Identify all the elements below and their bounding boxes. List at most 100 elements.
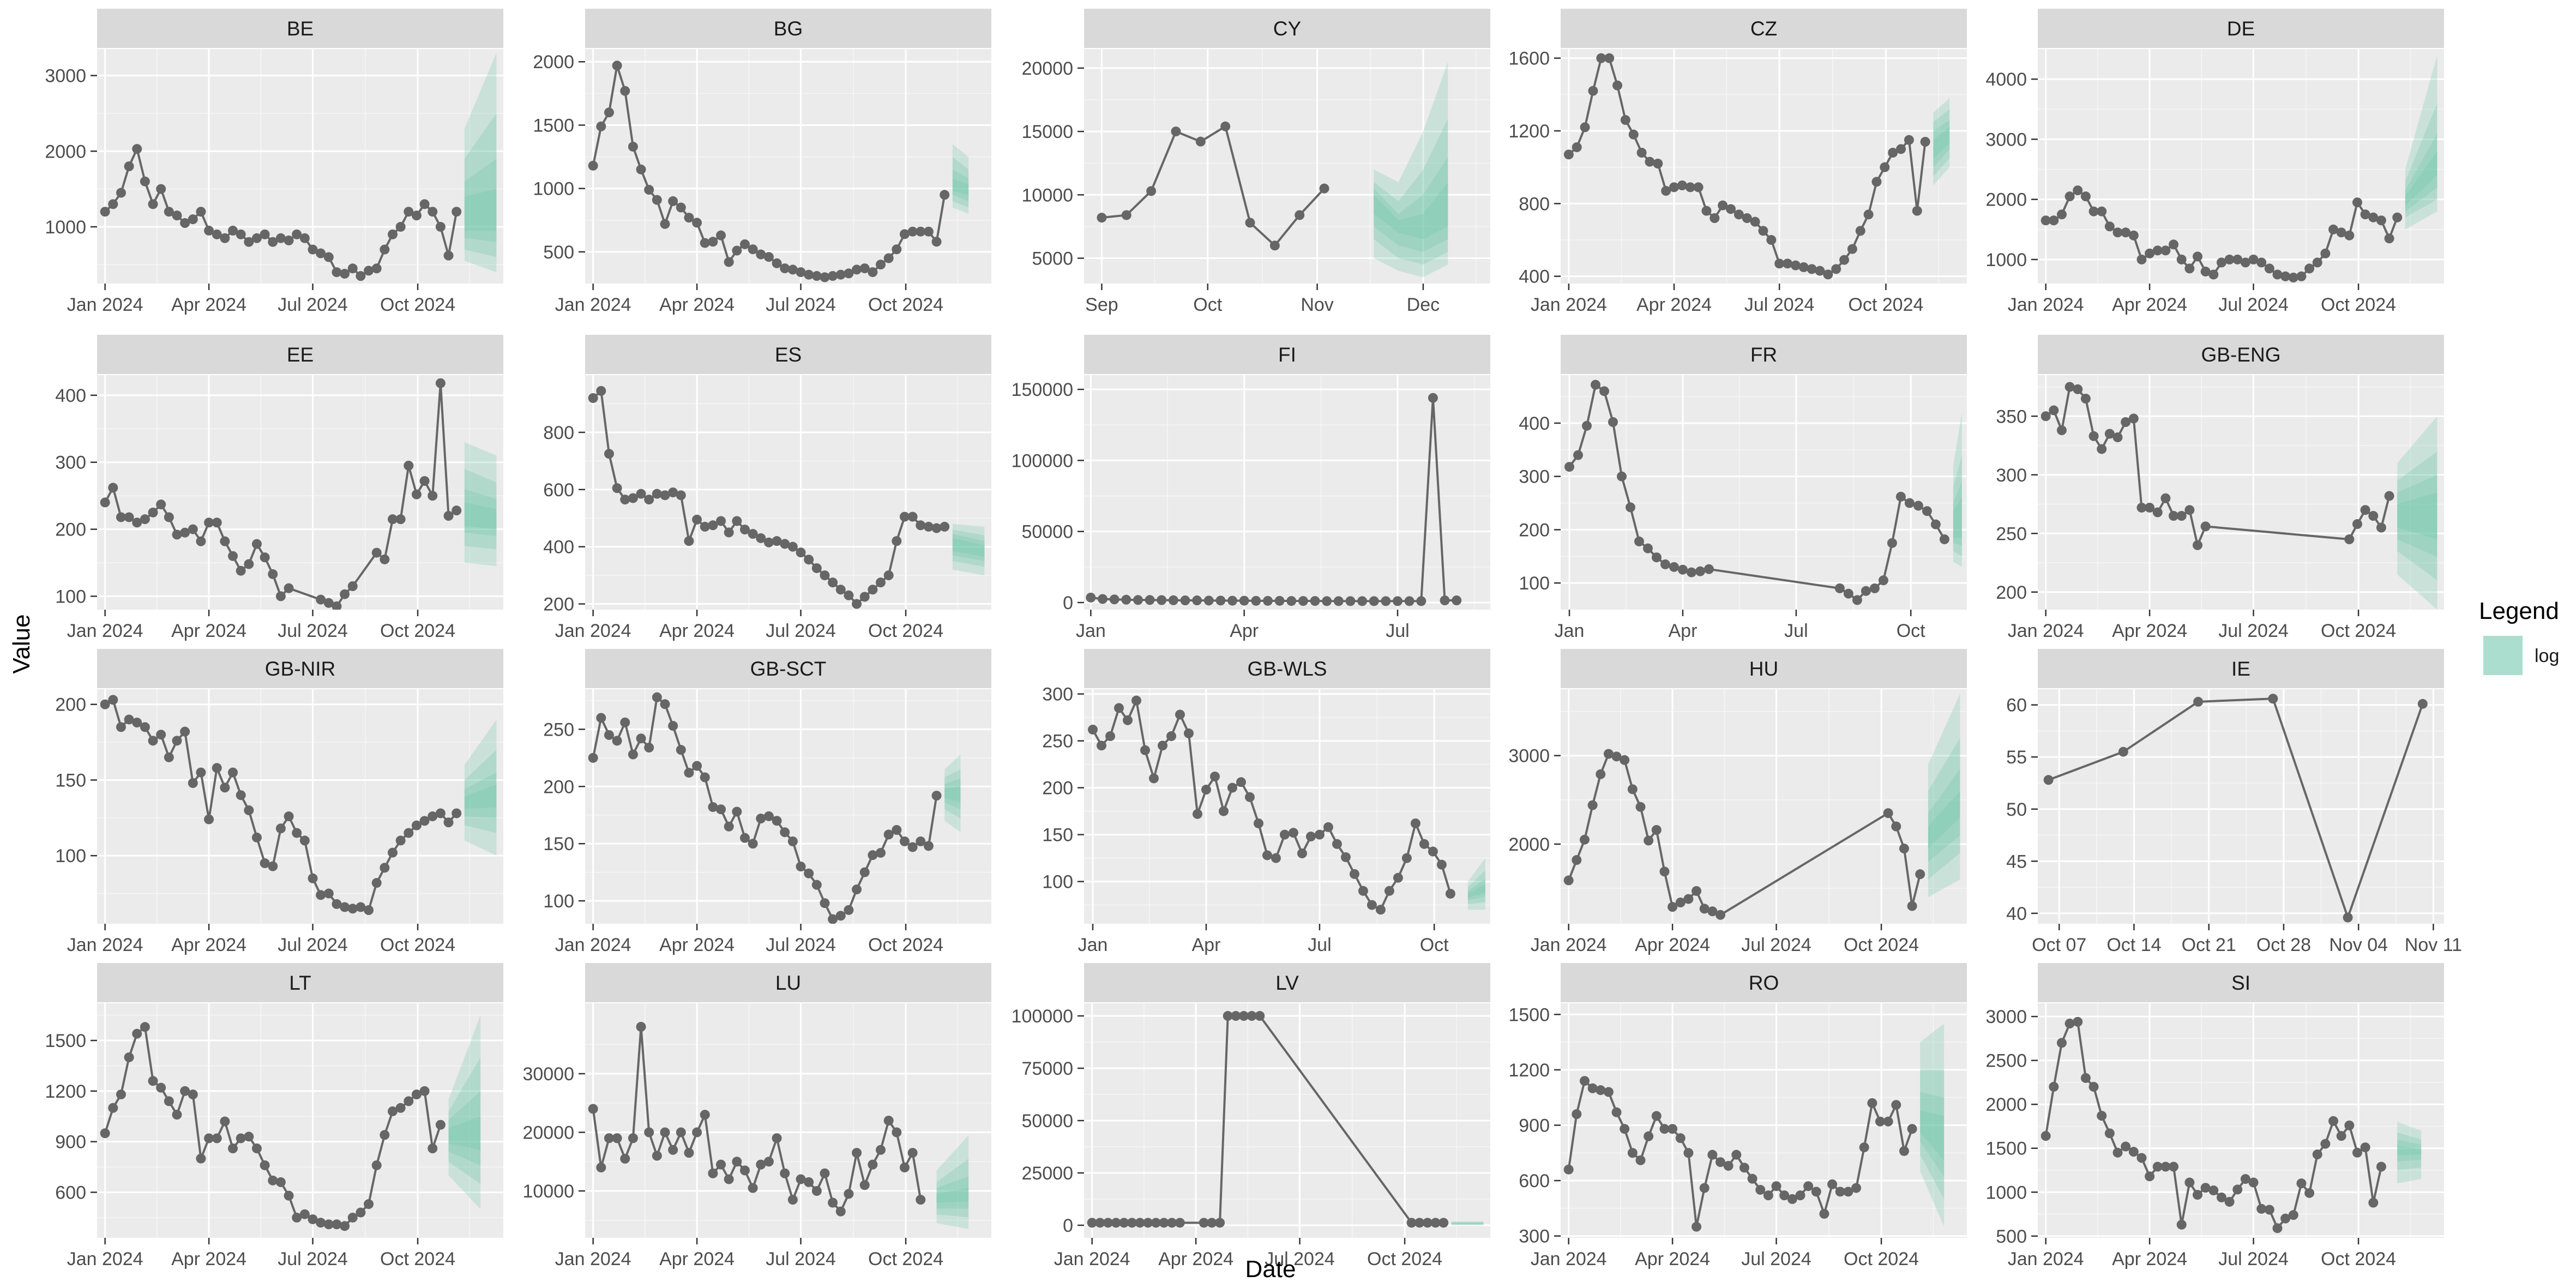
data-point <box>292 828 302 838</box>
axes: 40 45 50 55 60 Oct 07 Oct 14 Oct 21 Oct 28 Nov 04… <box>2006 695 2462 955</box>
observed-series <box>1564 380 1949 605</box>
data-point <box>1274 595 1285 606</box>
data-point <box>708 520 718 531</box>
forecast-band <box>1467 858 1485 910</box>
data-point <box>2160 1161 2171 1172</box>
data-point <box>1739 1163 1749 1173</box>
data-point <box>1323 822 1333 832</box>
data-point <box>332 267 342 278</box>
data-point <box>1695 566 1705 576</box>
data-point <box>1899 844 1909 854</box>
data-point <box>1581 420 1592 431</box>
panel-SI: SI 500 1000 1500 2000 2500 3000 Jan 2024 Apr 202… <box>1985 963 2444 1269</box>
data-point <box>2200 1183 2211 1193</box>
data-point <box>1677 564 1688 575</box>
data-point <box>1215 1218 1225 1228</box>
data-point <box>876 260 886 270</box>
data-point <box>1231 1011 1241 1021</box>
data-point <box>700 521 710 532</box>
data-point <box>780 827 790 838</box>
data-point <box>1133 595 1143 605</box>
x-tick-label: Jul 2024 <box>2218 621 2289 641</box>
forecast-band <box>1451 1223 1484 1224</box>
data-point <box>716 1159 726 1170</box>
data-point <box>1707 1149 1718 1160</box>
data-point <box>2368 1197 2379 1208</box>
data-point <box>660 1127 670 1137</box>
panel-IE: IE 40 45 50 55 60 Oct 07 Oct 14 Oct 21 Oct 28 Nov … <box>2006 649 2462 955</box>
gridlines <box>2038 49 2444 284</box>
data-point <box>907 511 918 522</box>
data-point <box>332 601 342 610</box>
data-point <box>1428 393 1438 403</box>
data-point <box>2296 271 2307 281</box>
data-point <box>1215 595 1226 606</box>
gridlines <box>1561 1003 1967 1238</box>
data-point <box>1298 596 1308 606</box>
data-point <box>1692 886 1702 896</box>
data-point <box>1634 536 1644 546</box>
forecast-band <box>1933 109 1950 177</box>
data-point <box>940 521 950 532</box>
axes: 100 200 300 400 Jan Apr Jul Oct <box>1519 413 1925 641</box>
forecast-band <box>952 538 985 557</box>
x-tick-label: Jul 2024 <box>766 1249 836 1269</box>
data-point <box>100 699 110 709</box>
data-point <box>1587 1083 1598 1093</box>
data-point <box>1659 866 1670 877</box>
data-point <box>732 516 742 526</box>
data-point <box>1651 552 1662 563</box>
data-point <box>212 517 222 528</box>
strip-EE: EE <box>97 335 503 374</box>
data-point <box>404 1096 414 1106</box>
y-tick-label: 200 <box>543 777 574 797</box>
data-point <box>1912 206 1922 216</box>
y-tick-label: 1000 <box>533 179 574 200</box>
data-point <box>2352 1147 2362 1158</box>
x-axis-title: Date <box>1245 1256 1296 1283</box>
data-point <box>347 1212 358 1223</box>
data-point <box>604 730 614 740</box>
data-point <box>612 736 622 746</box>
data-point <box>2208 1185 2219 1196</box>
data-point <box>1653 159 1663 168</box>
data-point <box>1247 1011 1257 1021</box>
data-point <box>2049 1081 2059 1092</box>
data-point <box>299 835 310 846</box>
data-point <box>828 577 838 588</box>
strip-background <box>585 335 991 374</box>
data-point <box>668 196 678 206</box>
forecast-band <box>464 113 497 257</box>
data-point <box>1239 595 1249 606</box>
data-point <box>435 221 446 232</box>
data-point <box>636 733 646 744</box>
data-point <box>859 1180 870 1190</box>
y-tick-label: 200 <box>1519 520 1550 540</box>
data-point <box>411 820 422 830</box>
panel-background <box>2038 375 2444 610</box>
forecast-bands <box>1467 858 1485 910</box>
data-point <box>868 585 878 595</box>
data-point <box>1183 728 1194 738</box>
data-point <box>756 533 766 543</box>
data-point <box>1787 1194 1797 1204</box>
data-point <box>668 487 678 497</box>
axes: 10000 20000 30000 Jan 2024 Apr 2024 Jul 2024 O… <box>522 1064 943 1269</box>
axes: 1000 2000 3000 Jan 2024 Apr 2024 Jul 2024 Oct … <box>45 66 455 315</box>
data-point <box>588 393 598 403</box>
x-tick-label: Apr 2024 <box>1158 1249 1233 1269</box>
x-tick-label: Jan 2024 <box>67 294 143 315</box>
panel-background <box>2038 1003 2444 1238</box>
data-point <box>763 1157 774 1167</box>
data-point <box>811 563 822 573</box>
data-point <box>644 1127 654 1137</box>
forecast-band <box>1920 1069 1945 1199</box>
data-point <box>404 828 414 838</box>
data-point <box>1803 1181 1814 1191</box>
panel-FI: FI 0 50000 100000 150000 Jan Apr Jul <box>1012 335 1490 641</box>
data-point <box>2160 245 2171 256</box>
data-point <box>1861 586 1871 596</box>
observed-series <box>1087 1011 1449 1228</box>
data-point <box>1888 148 1898 158</box>
y-tick-label: 100 <box>1519 573 1550 594</box>
